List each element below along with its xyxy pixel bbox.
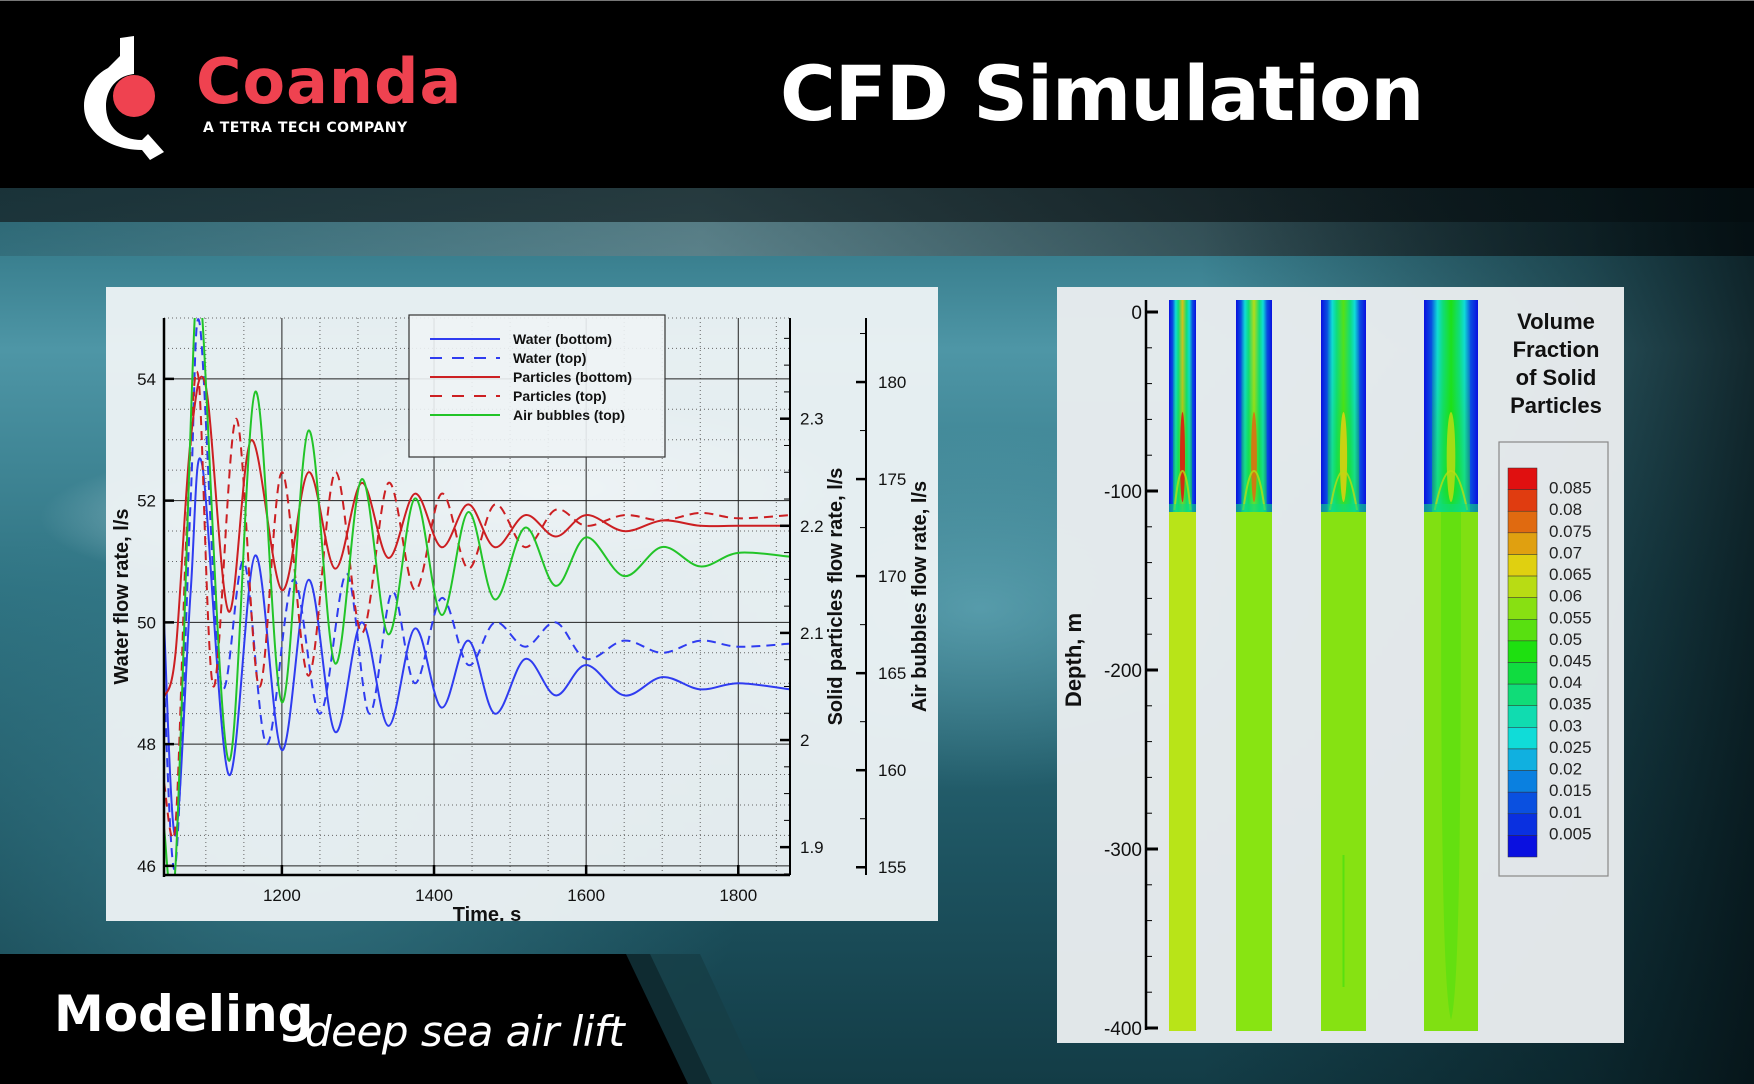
brand-name: Coanda [196, 45, 463, 118]
x-tick-label: 1200 [263, 886, 301, 905]
y3-tick-label: 175 [878, 470, 906, 489]
series-line-0 [164, 457, 790, 837]
colorbar-level-label: 0.01 [1549, 803, 1582, 822]
volume-fraction-contour: 0 -100 -200 -300 -400 Depth, m Volume Fraction… [1061, 300, 1609, 1040]
series-line-1 [164, 318, 790, 871]
y2-tick-label: 2 [800, 731, 809, 750]
depth-tick-label: -400 [1104, 1019, 1142, 1040]
colorbar-level-label: 0.005 [1549, 824, 1592, 843]
chart-legend: Water (bottom) Water (top) Particles (bott… [408, 314, 666, 458]
colorbar-level-label: 0.06 [1549, 587, 1582, 606]
y3-tick-label: 160 [878, 761, 906, 780]
y-axis-label: Water flow rate, l/s [111, 509, 133, 685]
y3-tick-label: 180 [878, 373, 906, 392]
y-tick-label: 46 [137, 857, 156, 876]
banner-title: Modeling [54, 985, 314, 1043]
y-tick-label: 48 [137, 735, 156, 754]
colorbar-title: of Solid [1516, 365, 1597, 390]
colorbar-legend: Volume Fraction of Solid Particles 0.085 0.08… [1498, 309, 1609, 877]
flow-rate-chart-panel: 46 48 50 52 54 1200 1400 1600 1800 Time, s Water f… [106, 287, 938, 926]
page-title: CFD Simulation [780, 49, 1424, 138]
colorbar-level-label: 0.035 [1549, 695, 1592, 714]
colorbar-level-label: 0.05 [1549, 630, 1582, 649]
series-line-4 [164, 318, 790, 875]
depth-tick-label: 0 [1131, 303, 1142, 324]
coanda-logo-icon [84, 36, 164, 160]
x-tick-label: 1400 [415, 886, 453, 905]
colorbar-level-label: 0.07 [1549, 543, 1582, 562]
depth-axis-label: Depth, m [1061, 613, 1086, 707]
header-bar: Coanda A TETRA TECH COMPANY CFD Simulati… [0, 0, 1754, 188]
colorbar-title: Fraction [1513, 337, 1600, 362]
x-axis-label: Time, s [453, 904, 522, 921]
colorbar-level-label: 0.08 [1549, 500, 1582, 519]
colorbar-title: Volume [1517, 309, 1595, 334]
colorbar-level-label: 0.04 [1549, 673, 1582, 692]
y2-tick-label: 1.9 [800, 838, 824, 857]
colorbar-level-label: 0.065 [1549, 565, 1592, 584]
y3-tick-label: 165 [878, 664, 906, 683]
colorbar-level-label: 0.045 [1549, 652, 1592, 671]
y-tick-label: 52 [137, 492, 156, 511]
legend-item-label: Water (bottom) [513, 331, 612, 347]
contour-column-4 [1424, 300, 1478, 1031]
legend-item-label: Particles (top) [513, 388, 606, 404]
y-tick-label: 50 [137, 613, 156, 632]
colorbar-level-label: 0.025 [1549, 738, 1592, 757]
flow-rate-chart: 46 48 50 52 54 1200 1400 1600 1800 Time, s Water f… [111, 314, 931, 926]
x-tick-label: 1600 [567, 886, 605, 905]
legend-item-label: Water (top) [513, 350, 586, 366]
contour-column-2 [1236, 300, 1272, 1031]
legend-item-label: Particles (bottom) [513, 369, 632, 385]
y3-axis-label: Air bubbles flow rate, l/s [909, 481, 931, 712]
colorbar-title: Particles [1510, 393, 1602, 418]
colorbar-level-label: 0.055 [1549, 608, 1592, 627]
y3-tick-label: 170 [878, 567, 906, 586]
y-tick-label: 54 [137, 370, 156, 389]
colorbar-level-label: 0.03 [1549, 716, 1582, 735]
legend-item-label: Air bubbles (top) [513, 407, 625, 423]
y2-axis-label: Solid particles flow rate, l/s [825, 468, 847, 726]
brand-tagline: A TETRA TECH COMPANY [203, 120, 408, 136]
depth-tick-label: -100 [1104, 482, 1142, 503]
colorbar-level-label: 0.02 [1549, 760, 1582, 779]
contour-column-1 [1169, 300, 1196, 1031]
colorbar-level-label: 0.075 [1549, 522, 1592, 541]
bottom-banner [0, 954, 760, 1084]
colorbar-level-label: 0.015 [1549, 781, 1592, 800]
depth-tick-label: -300 [1104, 840, 1142, 861]
y3-tick-label: 155 [878, 858, 906, 877]
y2-tick-label: 2.3 [800, 410, 824, 429]
banner-subtitle: deep sea air lift [305, 1007, 625, 1056]
depth-tick-label: -200 [1104, 661, 1142, 682]
y2-tick-label: 2.2 [800, 517, 824, 536]
colorbar-level-label: 0.085 [1549, 479, 1592, 498]
y2-tick-label: 2.1 [800, 624, 824, 643]
x-tick-label: 1800 [719, 886, 757, 905]
contour-column-3 [1321, 300, 1366, 1031]
volume-fraction-panel: 0 -100 -200 -300 -400 Depth, m Volume Fraction… [1057, 287, 1624, 1043]
